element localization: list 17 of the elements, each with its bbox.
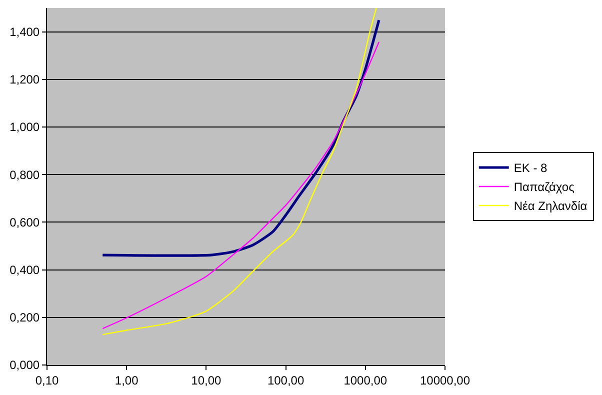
x-tick-label: 1,00 — [114, 373, 139, 388]
y-tick-label: 0,600 — [10, 215, 40, 230]
y-tick-label: 0,400 — [10, 263, 40, 277]
x-tick-label: 10000,00 — [420, 373, 470, 388]
y-tick-label: 0,800 — [10, 168, 40, 182]
y-tick-label: 1,000 — [10, 120, 40, 134]
x-tick-label: 1000,00 — [344, 373, 388, 388]
y-tick-label: 1,200 — [10, 72, 40, 87]
legend-label: Νέα Ζηλανδία — [514, 199, 588, 214]
x-tick-label: 100,00 — [267, 373, 304, 388]
legend-label: Παπαζάχος — [514, 180, 575, 194]
x-tick-label: 0,10 — [35, 373, 59, 388]
y-tick-label: 0,000 — [10, 358, 40, 372]
y-tick-label: 1,400 — [10, 25, 40, 39]
legend-label: ΕΚ - 8 — [514, 161, 548, 176]
x-tick-label: 10,00 — [191, 373, 222, 388]
y-tick-label: 0,200 — [10, 310, 40, 325]
